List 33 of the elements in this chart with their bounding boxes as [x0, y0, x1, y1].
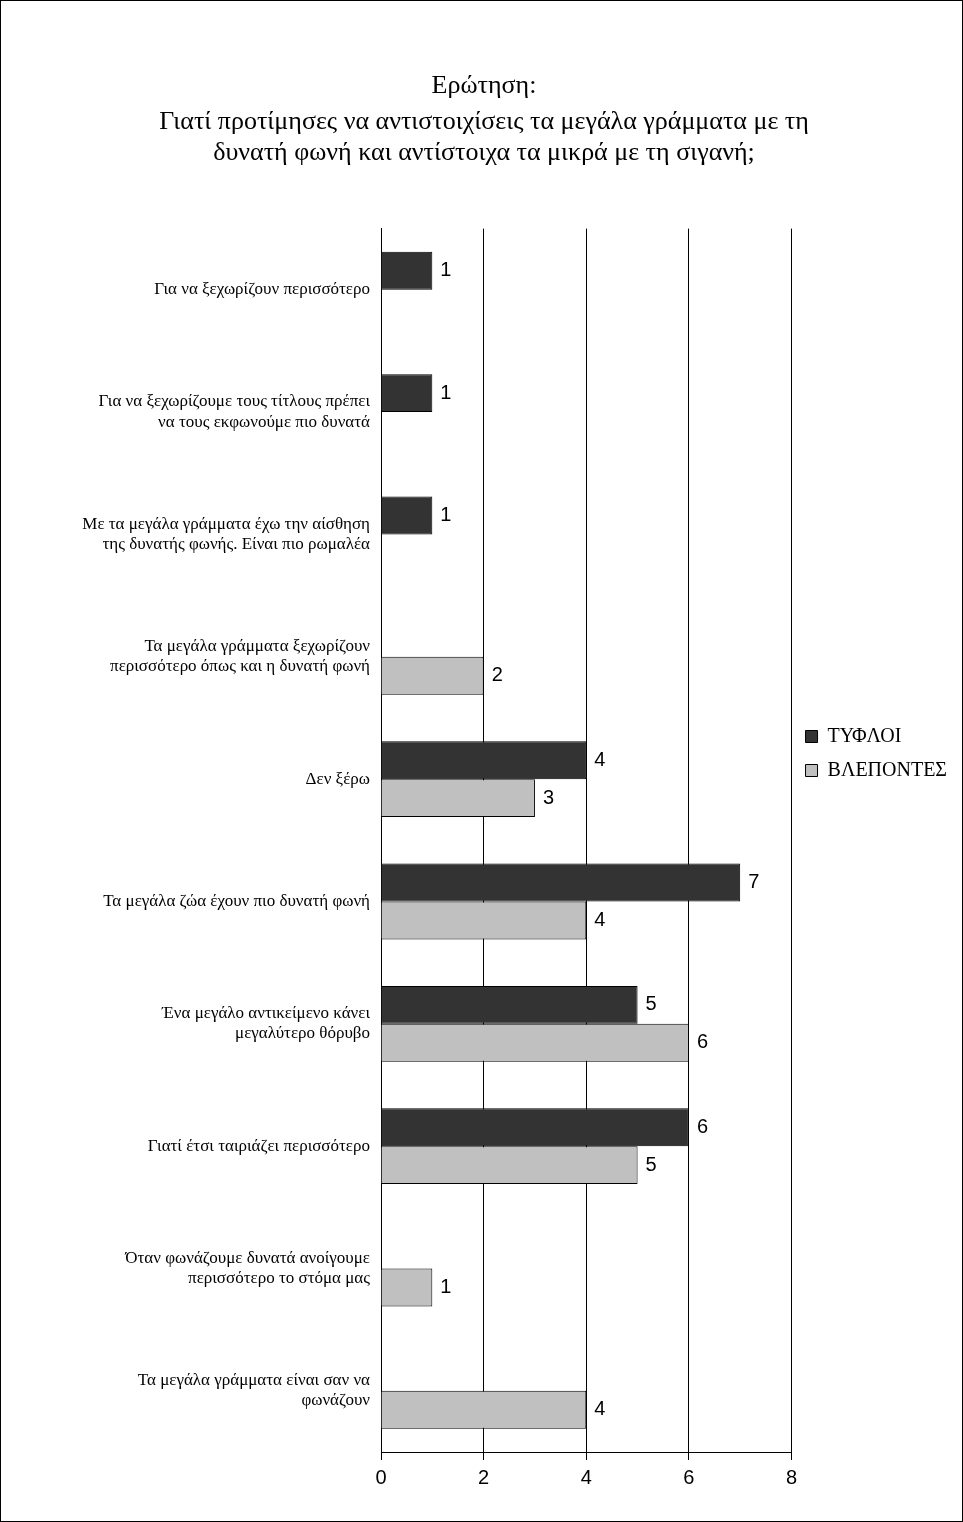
- y-tick-label: Όταν φωνάζουμε δυνατά ανοίγουμε περισσότερο το στόμα μας: [124, 1247, 371, 1288]
- y-tick-label: Δεν ξέρω: [305, 768, 370, 788]
- x-tick-label: 6: [683, 1465, 695, 1488]
- chart-title: Ερώτηση:: [431, 70, 537, 100]
- data-label: 5: [645, 992, 657, 1015]
- y-tick-label: Τα μεγάλα γράμματα ξεχωρίζουν περισσότερο όπως και η δυνατή φωνή: [110, 636, 371, 676]
- data-label: 6: [696, 1114, 709, 1137]
- x-tick-label: 0: [375, 1465, 387, 1488]
- x-tick-label: 8: [785, 1465, 798, 1488]
- y-tick-label: Με τα μεγάλα γράμματα έχω την αίσθηση της δυνατής φωνής. Είναι πιο ρωμαλέα: [82, 513, 371, 554]
- data-label: 7: [748, 870, 760, 893]
- y-tick-label: Τα μεγάλα γράμματα είναι σαν να φωνάζουν: [137, 1370, 371, 1410]
- data-label: 6: [696, 1030, 709, 1053]
- data-label: 3: [542, 785, 555, 808]
- data-label: 1: [440, 503, 452, 525]
- y-tick-label: Γιατί έτσι ταιριάζει περισσότερο: [147, 1135, 370, 1155]
- y-tick-label: Ένα μεγάλο αντικείμενο κάνει μεγαλύτερο θόρυβο: [161, 1003, 371, 1043]
- x-tick-label: 4: [580, 1465, 592, 1488]
- data-label: 4: [594, 747, 606, 770]
- y-tick-label: Για να ξεχωρίζουν περισσότερο: [154, 279, 370, 299]
- data-label: 1: [440, 1274, 452, 1297]
- y-tick-label: Για να ξεχωρίζουμε τους τίτλους πρέπει να τους εκφωνούμε πιο δυνατά: [98, 391, 371, 431]
- x-tick-label: 2: [478, 1465, 490, 1488]
- data-label: 5: [645, 1152, 657, 1175]
- legend-label: ΤΥΦΛΟΙ: [827, 723, 902, 746]
- data-label: 1: [440, 380, 452, 403]
- legend-label: ΒΛΕΠΟΝΤΕΣ: [827, 757, 948, 780]
- chart-subtitle: Γιατί προτίμησες να αντιστοιχίσεις τα μεγάλα γράμματα με τη δυνατή φωνή και αντίστοιχα τα μικρά με τη σιγανή;: [159, 105, 809, 166]
- data-label: 2: [491, 663, 503, 686]
- y-tick-label: Τα μεγάλα ζώα έχουν πιο δυνατή φωνή: [103, 890, 370, 910]
- data-label: 4: [594, 1397, 606, 1420]
- data-label: 4: [594, 907, 606, 930]
- data-label: 1: [440, 258, 452, 281]
